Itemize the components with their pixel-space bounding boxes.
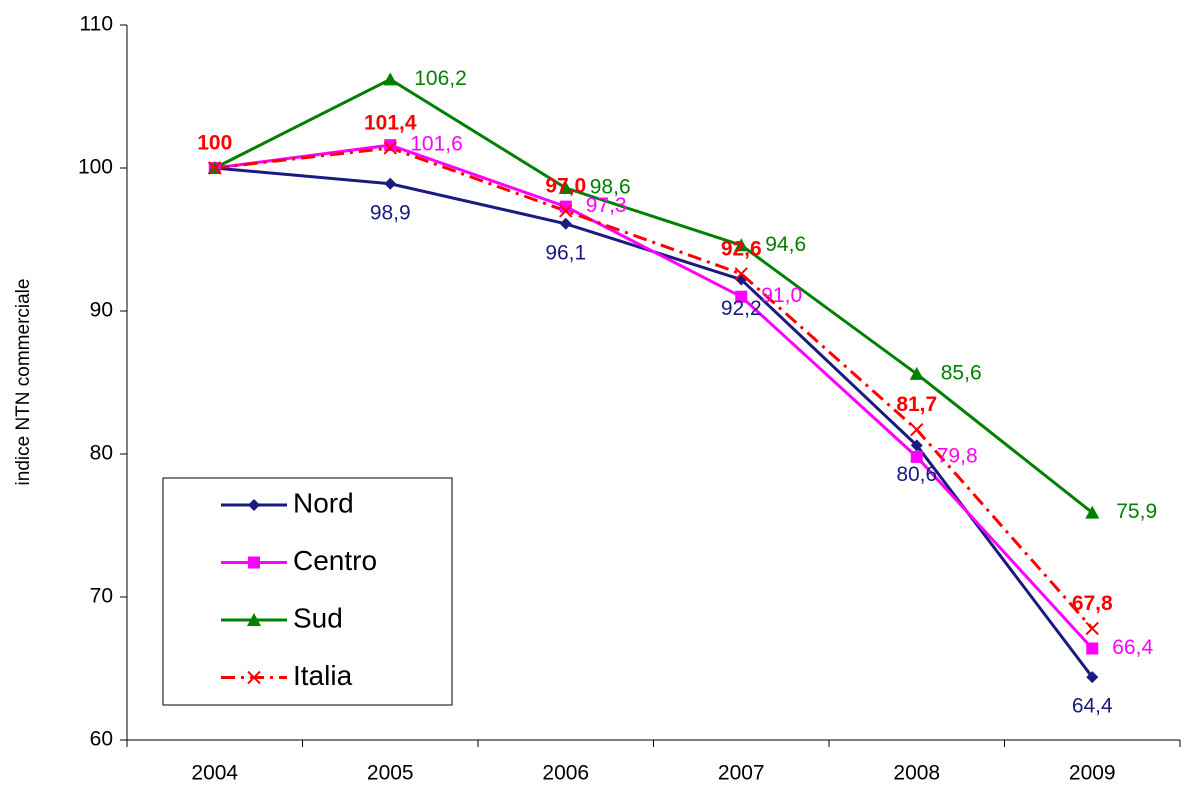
data-label: 97,3 xyxy=(586,194,627,217)
x-tick-label: 2007 xyxy=(718,762,765,785)
y-tick-label: 100 xyxy=(78,156,113,179)
marker xyxy=(248,499,260,511)
y-tick-label: 70 xyxy=(90,585,113,608)
marker xyxy=(910,439,923,452)
data-label: 106,2 xyxy=(414,67,467,90)
legend-label: Centro xyxy=(293,545,377,576)
data-label: 101,6 xyxy=(410,133,463,156)
data-label: 98,9 xyxy=(370,201,411,224)
x-tick-label: 2005 xyxy=(367,762,414,785)
data-label: 96,1 xyxy=(545,241,586,264)
data-label: 81,7 xyxy=(896,393,937,416)
marker xyxy=(247,613,261,626)
legend-label: Italia xyxy=(293,660,353,691)
y-axis-label: indice NTN commerciale xyxy=(13,279,34,486)
legend-box xyxy=(162,477,453,706)
data-label: 101,4 xyxy=(364,112,417,135)
marker xyxy=(734,238,749,252)
data-label: 98,6 xyxy=(590,176,631,199)
marker xyxy=(559,217,572,230)
data-label: 75,9 xyxy=(1116,500,1157,523)
data-label: 67,8 xyxy=(1072,592,1113,615)
data-label: 91,0 xyxy=(761,284,802,307)
y-tick-label: 90 xyxy=(90,299,113,322)
marker xyxy=(1086,671,1099,684)
y-tick-label: 60 xyxy=(90,728,113,751)
series-line xyxy=(214,77,1094,514)
marker xyxy=(910,450,923,463)
legend-label: Sud xyxy=(293,602,343,633)
data-label: 92,6 xyxy=(721,237,762,260)
series-line xyxy=(214,146,1094,630)
data-label: 85,6 xyxy=(941,361,982,384)
marker xyxy=(1085,505,1100,519)
x-tick-label: 2004 xyxy=(191,762,238,785)
marker xyxy=(735,290,748,303)
marker xyxy=(559,204,573,218)
data-label: 66,4 xyxy=(1112,636,1153,659)
y-tick-label: 110 xyxy=(80,13,113,36)
marker xyxy=(384,177,397,190)
x-tick-label: 2009 xyxy=(1069,762,1116,785)
data-label: 97,0 xyxy=(545,174,586,197)
data-label: 79,8 xyxy=(937,444,978,467)
y-tick-label: 80 xyxy=(90,442,113,465)
marker xyxy=(208,161,222,175)
marker xyxy=(247,670,261,685)
marker xyxy=(383,141,397,155)
marker xyxy=(559,200,572,213)
data-label: 100 xyxy=(197,132,232,155)
marker xyxy=(248,556,260,569)
x-tick-label: 2006 xyxy=(542,762,589,785)
marker xyxy=(384,139,397,152)
marker xyxy=(558,181,573,195)
data-label: 64,4 xyxy=(1072,695,1113,718)
data-label: 94,6 xyxy=(765,233,806,256)
marker xyxy=(909,366,924,380)
marker xyxy=(910,422,924,437)
legend-label: Nord xyxy=(293,487,354,518)
data-label: 92,2 xyxy=(721,297,762,320)
marker xyxy=(734,267,748,281)
data-label: 80,6 xyxy=(896,463,937,486)
marker xyxy=(383,72,398,86)
marker xyxy=(1085,621,1099,636)
x-tick-label: 2008 xyxy=(893,762,940,785)
marker xyxy=(1086,642,1099,655)
series-line xyxy=(214,143,1094,650)
